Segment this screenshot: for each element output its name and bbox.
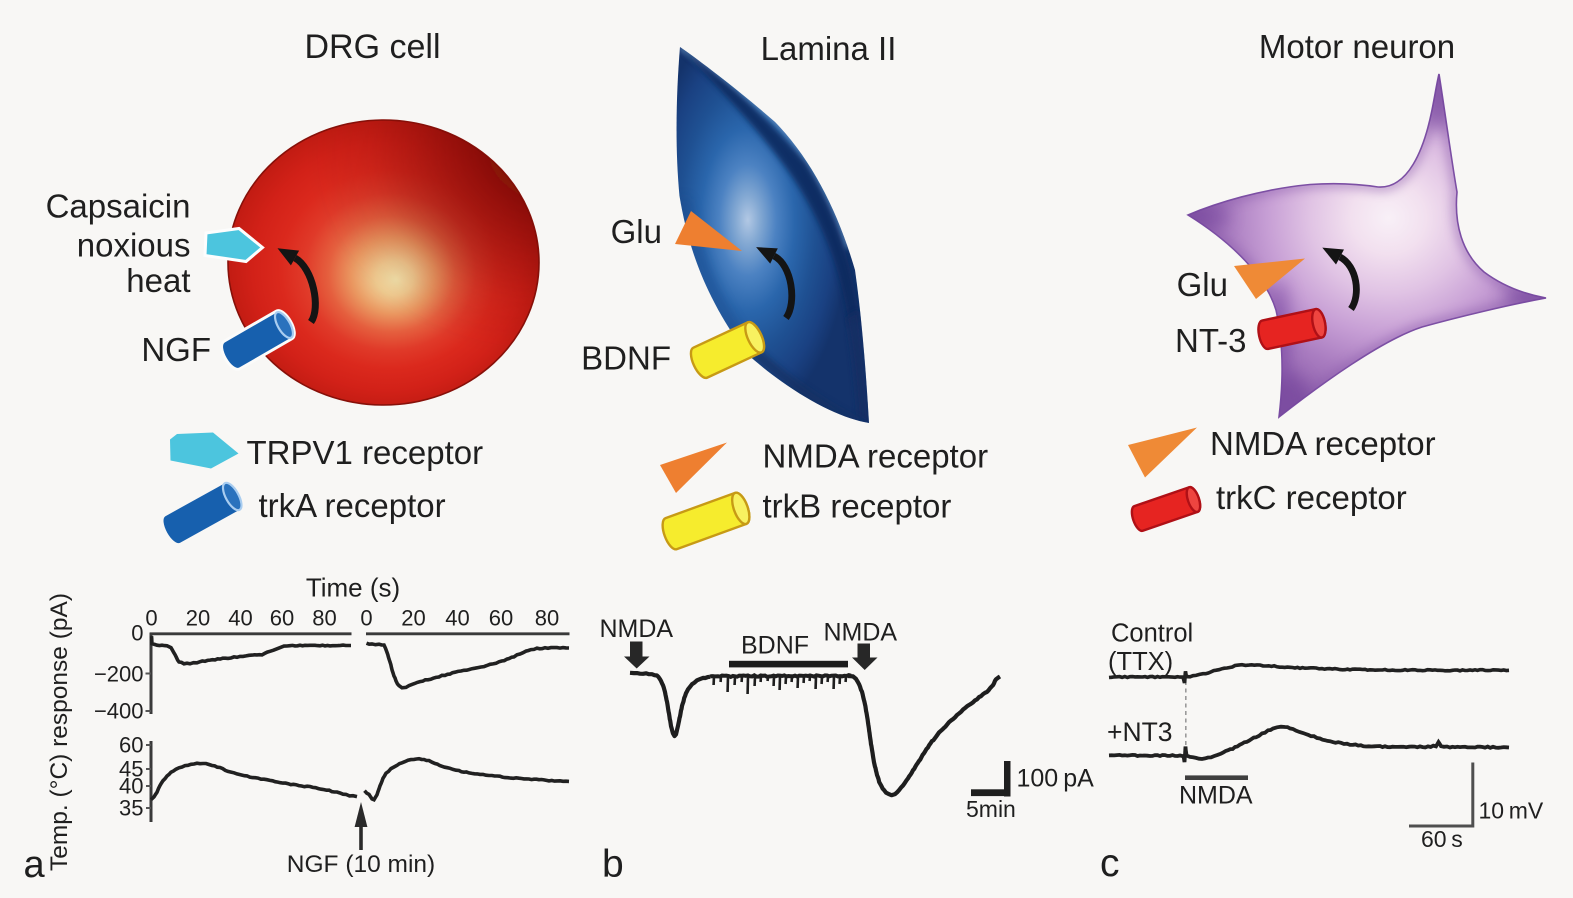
svg-text:a: a <box>24 844 46 886</box>
svg-text:Temp. (°C) response (pA): Temp. (°C) response (pA) <box>46 593 73 871</box>
svg-text:20: 20 <box>401 606 425 631</box>
svg-text:60: 60 <box>489 606 513 631</box>
svg-text:0: 0 <box>131 621 143 646</box>
svg-text:Glu: Glu <box>1177 266 1228 303</box>
svg-text:c: c <box>1100 842 1120 885</box>
svg-text:heat: heat <box>126 262 190 299</box>
svg-text:NMDA receptor: NMDA receptor <box>763 438 989 475</box>
svg-text:40: 40 <box>119 774 143 799</box>
svg-text:noxious: noxious <box>77 227 191 264</box>
svg-text:Capsaicin: Capsaicin <box>46 188 191 225</box>
svg-text:NMDA: NMDA <box>600 615 674 643</box>
svg-text:10 mV: 10 mV <box>1479 798 1544 824</box>
svg-text:20: 20 <box>186 606 210 631</box>
svg-text:NGF: NGF <box>141 331 211 368</box>
svg-text:45: 45 <box>119 757 143 782</box>
svg-text:Control: Control <box>1111 620 1193 648</box>
svg-text:Glu: Glu <box>611 213 662 250</box>
svg-text:−200: −200 <box>94 662 144 687</box>
svg-text:0: 0 <box>360 606 372 631</box>
svg-text:NMDA receptor: NMDA receptor <box>1210 425 1436 462</box>
svg-text:40: 40 <box>445 606 469 631</box>
svg-text:0: 0 <box>145 606 157 631</box>
svg-text:BDNF: BDNF <box>741 632 809 660</box>
svg-text:80: 80 <box>312 606 336 631</box>
svg-text:TRPV1 receptor: TRPV1 receptor <box>247 434 484 471</box>
svg-text:−400: −400 <box>94 699 144 724</box>
svg-text:100 pA: 100 pA <box>1017 765 1095 793</box>
svg-text:35: 35 <box>119 796 143 821</box>
svg-text:+NT3: +NT3 <box>1107 717 1173 747</box>
svg-text:Motor neuron: Motor neuron <box>1259 28 1455 65</box>
svg-text:60: 60 <box>270 606 294 631</box>
svg-text:trkC receptor: trkC receptor <box>1216 479 1407 516</box>
svg-text:Lamina II: Lamina II <box>761 30 897 67</box>
svg-text:NGF (10 min): NGF (10 min) <box>287 851 435 878</box>
svg-text:NT-3: NT-3 <box>1175 322 1247 359</box>
svg-text:NMDA: NMDA <box>1179 782 1253 810</box>
svg-text:60 s: 60 s <box>1421 826 1463 852</box>
svg-text:b: b <box>602 843 624 886</box>
svg-text:trkA receptor: trkA receptor <box>259 487 446 524</box>
svg-text:DRG cell: DRG cell <box>304 28 440 66</box>
svg-text:Time (s): Time (s) <box>306 573 400 603</box>
svg-text:(TTX): (TTX) <box>1108 648 1173 676</box>
svg-text:NMDA: NMDA <box>824 619 898 647</box>
svg-text:80: 80 <box>535 606 559 631</box>
svg-text:BDNF: BDNF <box>581 340 671 377</box>
svg-text:40: 40 <box>228 606 252 631</box>
svg-text:trkB receptor: trkB receptor <box>763 488 952 525</box>
svg-text:60: 60 <box>119 733 143 758</box>
svg-text:5min: 5min <box>966 796 1016 822</box>
